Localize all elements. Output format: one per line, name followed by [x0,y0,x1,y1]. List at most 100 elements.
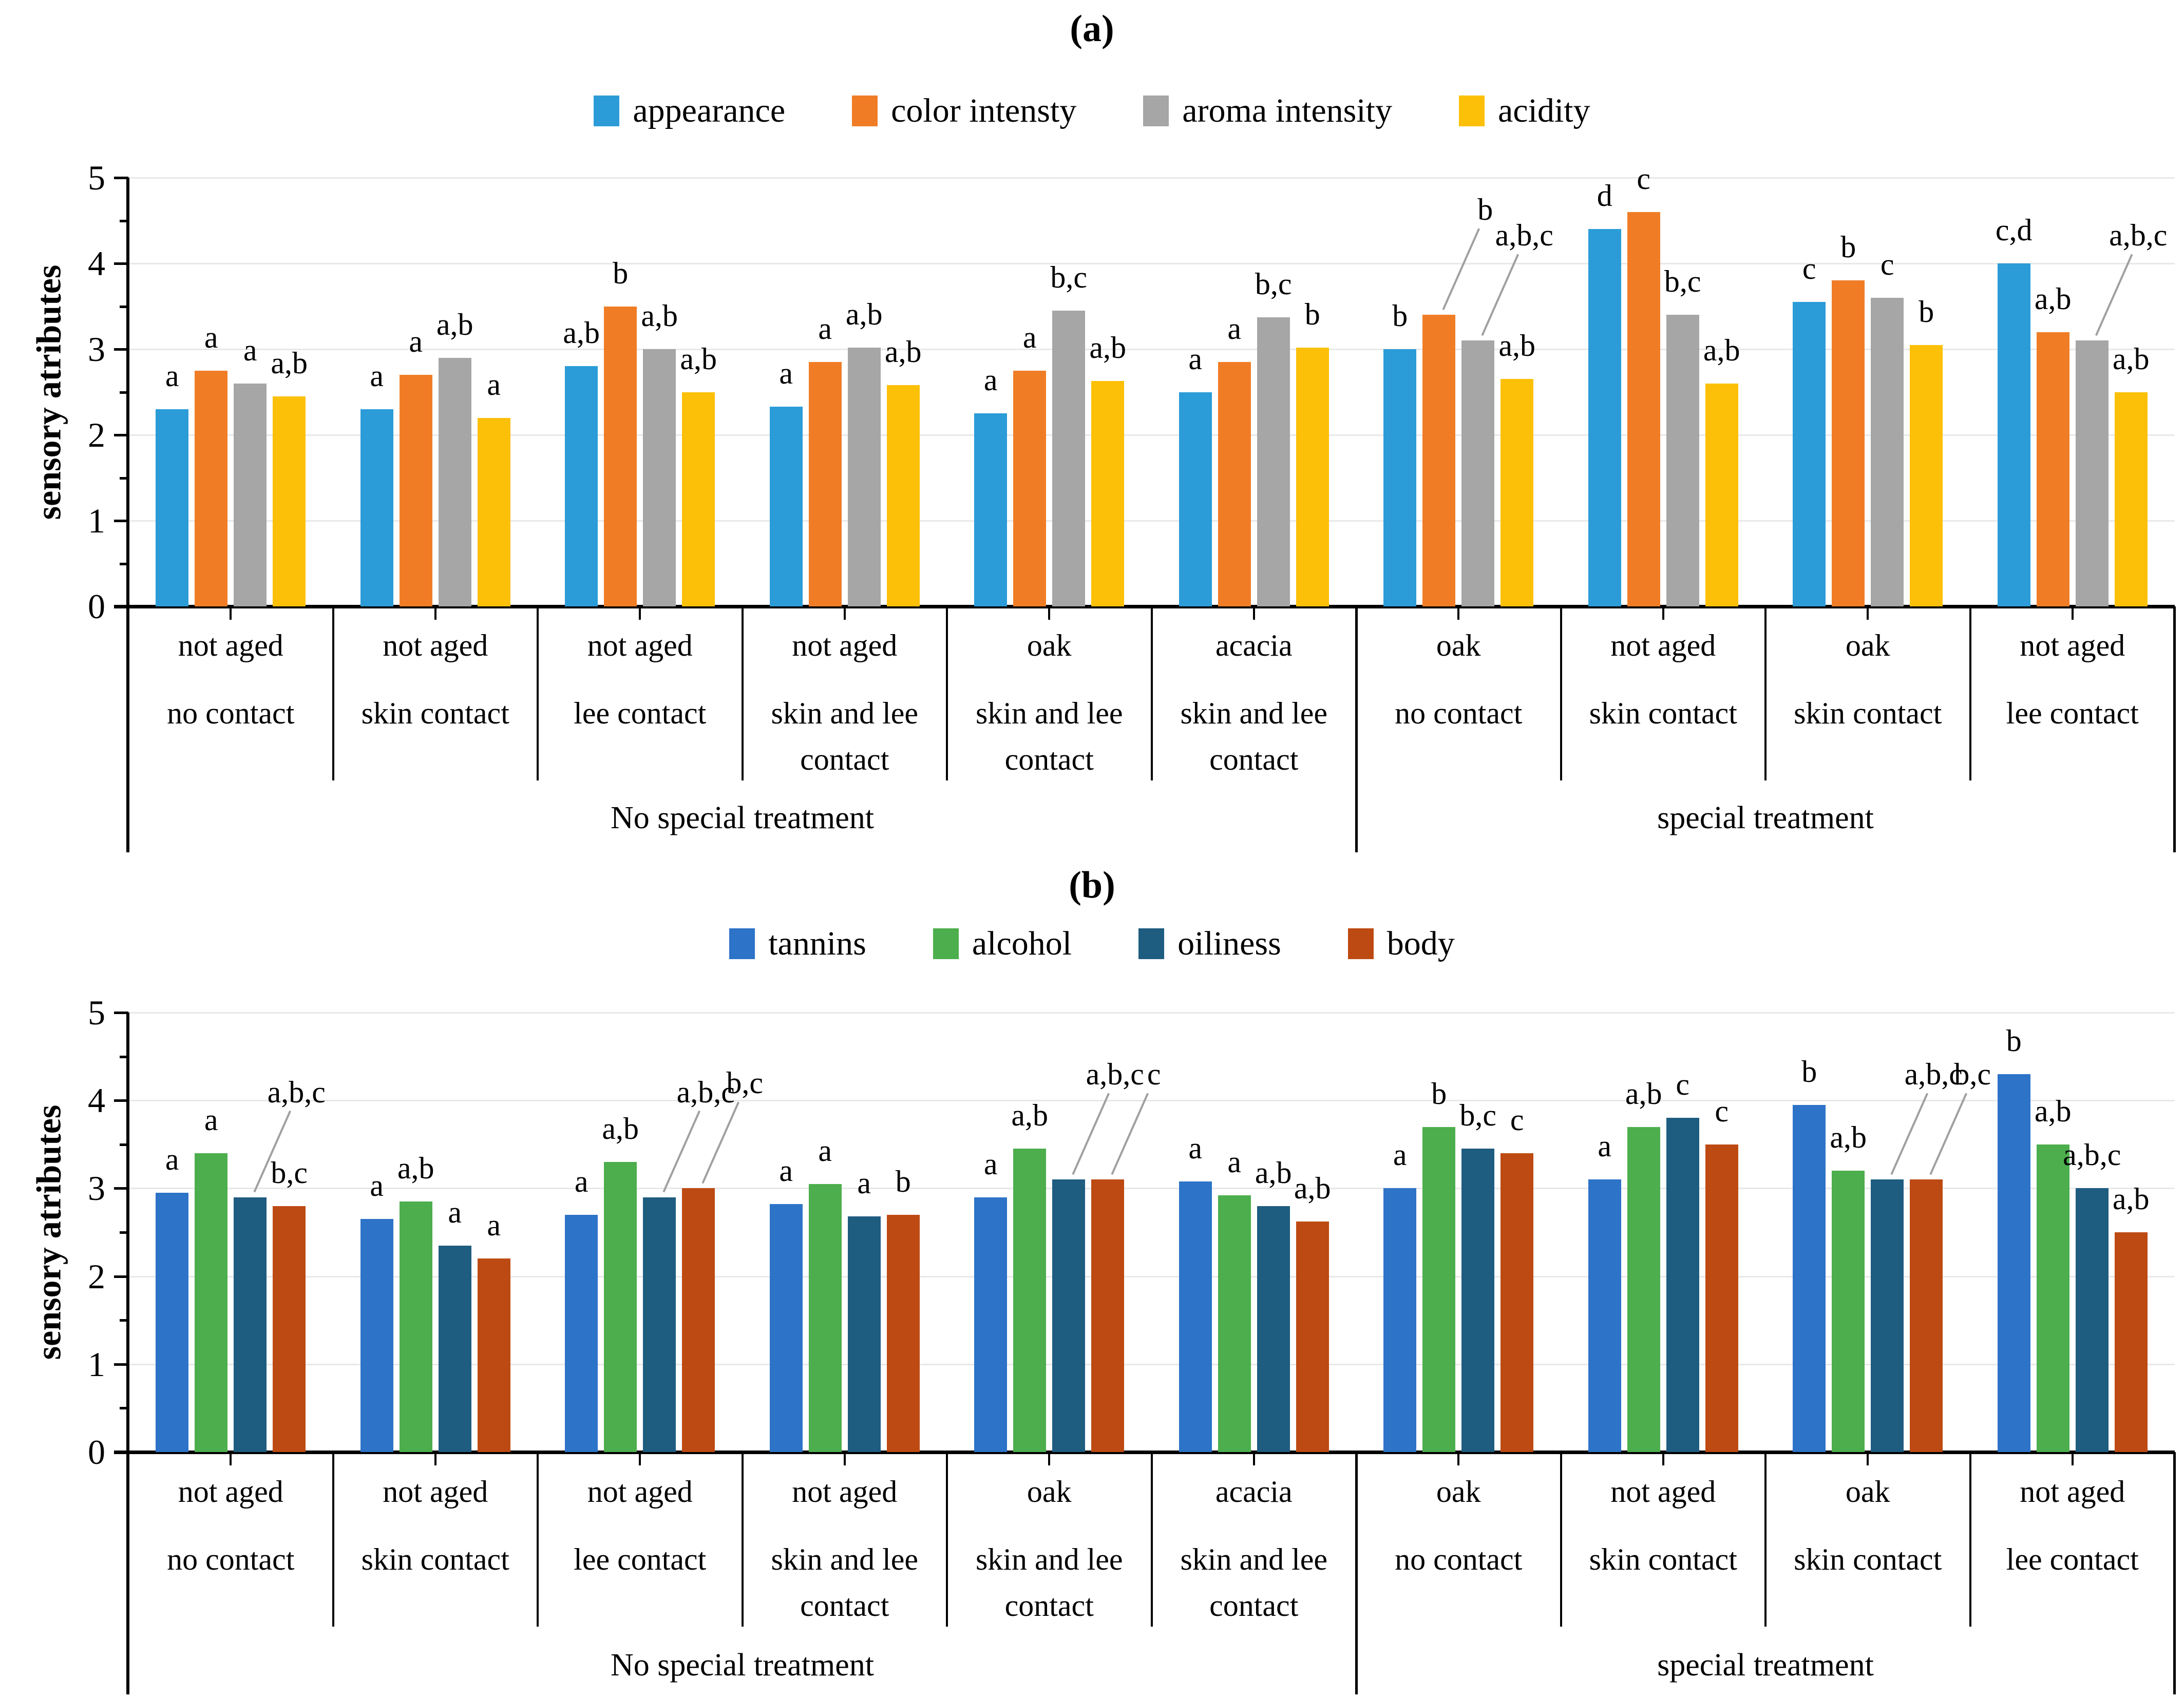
panel-a-bar-acidity [1705,383,1738,606]
panel-b-y-major-tick [114,1275,128,1278]
panel-a-bar-aroma-intensity [643,349,676,606]
legend-label: appearance [633,92,786,129]
panel-a-category-aging-label: not aged [2020,628,2125,662]
panel-b-category-contact-label: contact [1209,1589,1299,1623]
panel-a-y-minor-tick [120,562,128,565]
panel-a-bar-color-intensty [1218,362,1251,606]
panel-b-category-contact-label: skin contact [361,1542,509,1576]
panel-a-y-tick-label: 4 [88,244,105,283]
panel-a-y-minor-tick [120,476,128,480]
panel-a-y-tick-label: 0 [88,587,105,626]
panel-b-sig-letter: c [1676,1067,1690,1102]
panel-b-y-tick-label: 0 [88,1433,105,1472]
panel-a-category-divider [537,606,539,780]
panel-b-category-aging-label: oak [1845,1475,1890,1509]
panel-a-leader-line [1481,254,1520,336]
panel-b-y-tick-label: 2 [88,1256,105,1296]
panel-a-sig-letter: a,b [436,307,473,341]
panel-b-category-divider [1764,1452,1767,1627]
panel-b-category-aging-label: oak [1027,1475,1072,1509]
panel-b-sig-letter: b,c [1954,1057,1991,1092]
panel-b-sig-letter: a,b [2034,1094,2072,1128]
panel-b-sig-letter: a,b [1011,1098,1049,1133]
panel-a-axis-box-right [2173,606,2176,852]
panel-a-treatment-label: No special treatment [610,800,874,835]
legend-label: aroma intensity [1182,92,1392,129]
panel-a-category-tick [1252,606,1255,620]
panel-a-bar-color-intensty [1422,315,1456,606]
panel-a-category-tick [843,606,846,620]
panel-a-sig-letter: a,b [884,335,922,369]
legend-label: acidity [1497,92,1590,129]
panel-b-bar-alcohol [399,1201,432,1452]
panel-b-bar-alcohol [808,1184,842,1452]
panel-a-category-tick [639,606,641,620]
legend-swatch-icon [1138,928,1165,959]
panel-a-sig-letter: b [1919,294,1934,329]
panel-a-bar-appearance [565,366,598,606]
panel-a-y-tick-label: 3 [88,330,105,369]
panel-a-category-aging-label: not aged [1610,628,1716,662]
panel-a-sig-letter: a,b,c [2109,218,2168,253]
panel-a-y-tick-label: 1 [88,501,105,540]
panel-a-sig-letter: a [983,363,998,397]
panel-a-category-aging-label: oak [1436,628,1481,662]
panel-a-y-major-tick [114,520,128,522]
panel-b-bar-tannins [769,1204,803,1452]
panel-a-bar-acidity [477,417,510,606]
panel-a-gridline [128,520,2175,522]
panel-b-bar-oiliness [1052,1179,1086,1452]
panel-a-sig-letter: a,b [2112,341,2150,376]
panel-a-bar-appearance [1179,392,1212,606]
panel-a-sig-letter: a [165,358,179,393]
panel-b-sig-letter: b [895,1164,911,1198]
panel-b-sig-letter: a [1227,1145,1242,1179]
panel-b-bar-tannins [1179,1181,1212,1452]
panel-a-bar-acidity [2114,392,2148,606]
panel-a-category-tick [2071,606,2074,620]
panel-b-gridline [128,1188,2175,1190]
panel-b-category-contact-label: skin and lee [771,1542,919,1576]
panel-b-category-aging-label: not aged [587,1475,693,1509]
panel-b-category-aging-label: not aged [792,1475,898,1509]
panel-b-sig-letter: a,b [2112,1182,2150,1216]
panel-b-sig-letter: a,b,c [267,1075,326,1109]
legend-item-alcohol: alcohol [933,924,1072,963]
panel-a-sig-letter: a,b [641,299,678,333]
panel-a-sig-letter: a [1188,341,1203,376]
panel-a-bar-appearance [1997,263,2030,606]
panel-b-bar-alcohol [2036,1144,2069,1452]
panel-b-y-axis-label: sensory atributes [29,1104,68,1360]
panel-b-category-tick [1867,1452,1869,1465]
panel-a-x-axis-line [114,605,2175,608]
legend-item-tannins: tannins [729,924,866,963]
panel-b-y-major-tick [114,1187,128,1190]
panel-b-bar-body [1091,1179,1125,1452]
panel-b-category-contact-label: contact [1004,1589,1094,1623]
panel-b-sig-letter: a [983,1147,998,1181]
panel-a-y-major-tick [114,348,128,351]
panel-b-bar-body [273,1206,306,1452]
panel-b-sig-letter: a [1188,1131,1203,1165]
panel-b-sig-letter: a [204,1102,218,1137]
panel-b-bar-oiliness [643,1197,676,1452]
panel-b-gridline [128,1100,2175,1102]
panel-b-bar-body [1501,1153,1534,1452]
legend-item-aroma-intensity: aroma intensity [1143,91,1392,130]
panel-b-sig-letter: a [448,1195,462,1229]
panel-b-y-major-tick [114,1012,128,1014]
panel-a-sig-letter: a [243,333,257,367]
legend-swatch-icon [933,928,959,959]
panel-a-bar-aroma-intensity [1257,317,1290,606]
panel-a-sig-letter: b,c [1255,267,1292,301]
panel-b-category-tick [639,1452,641,1465]
panel-b-category-divider [946,1452,948,1627]
panel-b-category-aging-label: not aged [178,1475,283,1509]
panel-a-category-contact-label: contact [1209,742,1299,776]
panel-a-category-contact-label: lee contact [574,696,707,730]
panel-b-category-divider [741,1452,744,1627]
panel-a-bar-appearance [360,409,393,606]
panel-b-sig-letter: a,b,c [1086,1057,1144,1092]
panel-b-bar-oiliness [2075,1188,2109,1452]
panel-a-y-major-tick [114,262,128,265]
